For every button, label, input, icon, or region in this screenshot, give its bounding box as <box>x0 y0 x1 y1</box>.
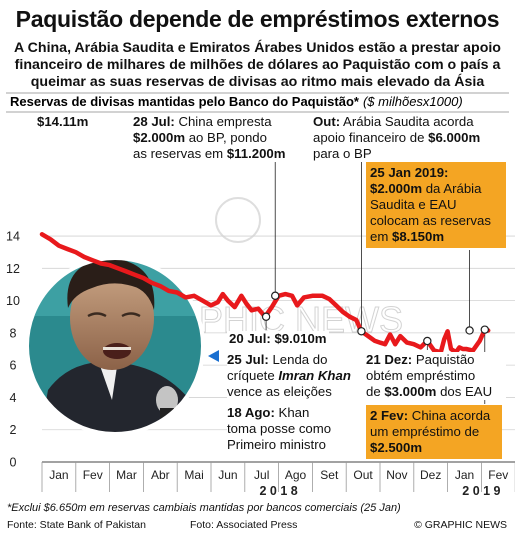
chart-header: Reservas de divisas mantidas pelo Banco … <box>10 94 463 109</box>
y-tick-label: 14 <box>6 230 20 244</box>
y-axis: 0 2 4 6 8 10 12 14 <box>6 230 20 470</box>
x-tick-label: Jul <box>254 468 269 482</box>
x-tick-label: Ago <box>285 468 307 482</box>
annotation-out: Out: Arábia Saudita acorda apoio finance… <box>313 114 509 162</box>
marker-21-dez <box>423 336 432 346</box>
y-tick-label: 12 <box>6 262 20 276</box>
x-axis: Jan Fev Mar Abr Mai Jun Jul Ago Set Out Nov Dez Jan F… <box>41 461 515 498</box>
page-title: Paquistão depende de empréstimos externo… <box>15 6 500 32</box>
annotation-2-fev: 2 Fev: China acorda um empréstimo de $2.… <box>366 405 502 459</box>
x-tick-label: Fev <box>488 468 508 482</box>
source: Fonte: State Bank of Pakistan <box>7 519 146 531</box>
x-tick-label: Jan <box>455 468 474 482</box>
annotation-18-ago: 18 Ago: Khan toma posse como Primeiro mi… <box>227 405 367 453</box>
year-label-2019: 2 0 1 9 <box>462 484 500 498</box>
annotation-20-jul: 20 Jul: $9.010m <box>227 331 329 347</box>
event-markers <box>261 291 489 346</box>
x-tick-label: Jun <box>218 468 237 482</box>
y-tick-label: 2 <box>10 423 17 437</box>
annotation-28-jul: 28 Jul: China empresta $2.000m ao BP, po… <box>133 114 303 162</box>
x-tick-label: Mar <box>116 468 137 482</box>
y-tick-label: 6 <box>10 359 17 373</box>
y-tick-label: 8 <box>10 326 17 340</box>
x-tick-label: Jan <box>49 468 68 482</box>
x-tick-label: Abr <box>151 468 170 482</box>
marker-out <box>357 327 366 336</box>
x-tick-label: Set <box>320 468 339 482</box>
photo-credit: Foto: Associated Press <box>190 519 298 531</box>
page-subtitle: A China, Arábia Saudita e Emiratos Árabe… <box>14 40 501 90</box>
footnote: *Exclui $6.650m em reservas cambiais man… <box>7 502 401 514</box>
annotation-25-jan-2019: 25 Jan 2019: $2.000m da Arábia Saudita e… <box>366 162 506 248</box>
marker-2-fev <box>480 325 489 334</box>
x-tick-label: Mai <box>184 468 203 482</box>
year-label-2018: 2 0 1 8 <box>259 484 297 498</box>
marker-20-jul <box>261 312 271 321</box>
photo-pointer <box>208 350 219 362</box>
annotation-25-jul: 25 Jul: Lenda do críquete Imran Khan ven… <box>227 352 377 400</box>
marker-28-jul <box>271 291 280 300</box>
marker-25-jan <box>465 326 474 335</box>
series-line-reserves <box>39 232 491 355</box>
x-tick-label: Dez <box>420 468 441 482</box>
y-tick-label: 10 <box>6 294 20 308</box>
annotation-21-dez: 21 Dez: Paquistão obtém empréstimo de $3… <box>366 352 506 400</box>
y-tick-label: 0 <box>10 456 17 470</box>
annotation-start-value: $14.11m <box>37 114 89 129</box>
watermark-logo <box>215 197 261 243</box>
copyright: © GRAPHIC NEWS <box>414 519 507 531</box>
x-tick-label: Out <box>353 468 373 482</box>
photo-imran-khan <box>25 256 205 436</box>
x-tick-label: Fev <box>83 468 103 482</box>
x-tick-label: Nov <box>386 468 407 482</box>
y-tick-label: 4 <box>10 391 17 405</box>
